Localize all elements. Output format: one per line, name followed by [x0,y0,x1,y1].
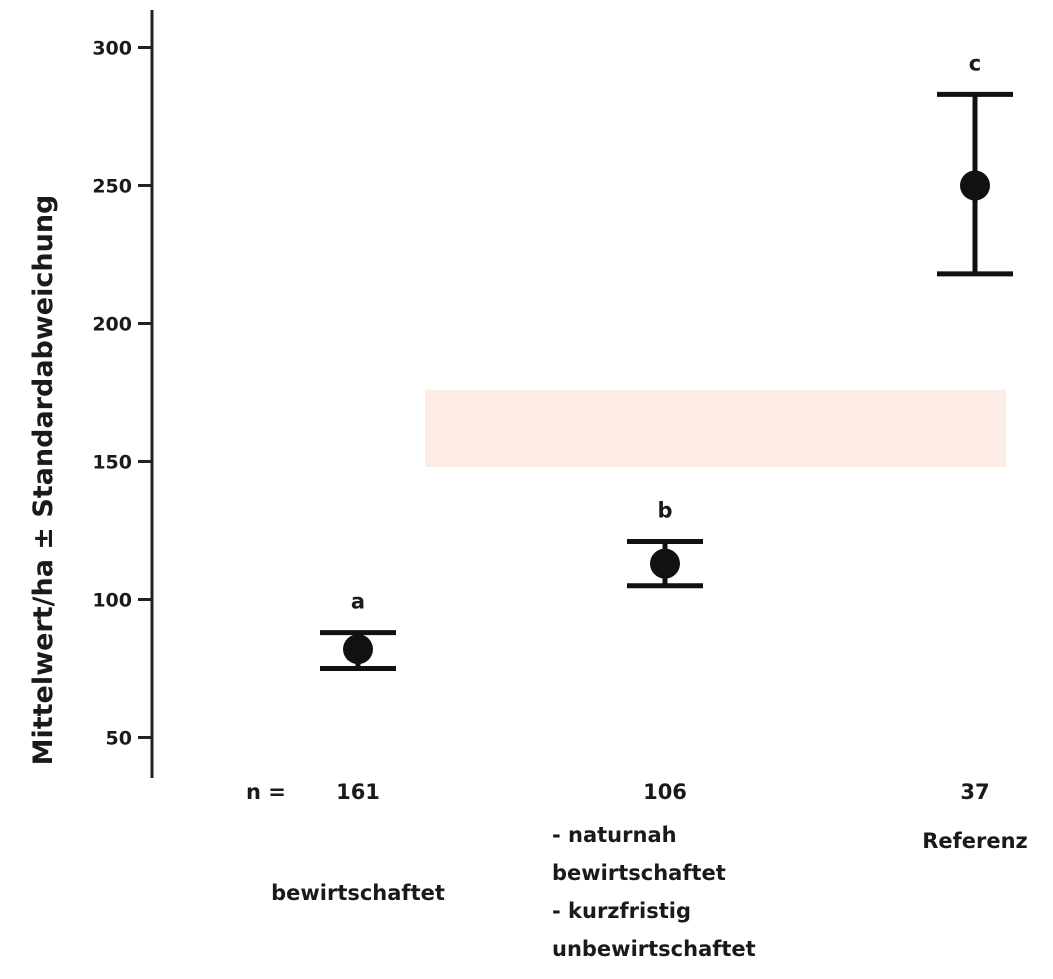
category-label-line: bewirtschaftet [552,861,726,885]
mean-point [960,170,990,201]
y-tick-label-300: 300 [92,38,132,60]
category-label-line: bewirtschaftet [271,881,445,905]
category-label-line: - kurzfristig [552,899,691,923]
category-label-line: - naturnah [552,823,677,847]
y-axis-label: Mittelwert/ha ± Standardabweichung [28,195,59,766]
y-axis-ticks: 50 100 150 200 250 300 [92,38,152,750]
significance-letter: c [969,51,981,75]
n-value: 106 [643,780,687,804]
group-1: a 161 bewirtschaftet [271,590,445,905]
category-label-line: unbewirtschaftet [552,937,756,961]
mean-point [650,548,680,579]
n-value: 37 [960,780,989,804]
group-2: b 106 - naturnah bewirtschaftet - kurzfristi… [552,499,756,961]
category-label-line: Referenz [922,829,1028,853]
y-tick-label-100: 100 [92,590,132,612]
y-tick-label-250: 250 [92,176,132,198]
shaded-band [425,389,1006,468]
groups: a 161 bewirtschaftet b 106 - naturnah bewirtsc… [271,51,1028,961]
n-value: 161 [336,780,380,804]
mean-point [343,634,373,665]
group-3: c 37 Referenz [922,51,1028,853]
y-tick-label-50: 50 [106,728,132,750]
significance-letter: b [657,499,672,523]
y-tick-label-150: 150 [92,452,132,474]
significance-letter: a [351,590,365,614]
n-prefix: n = [246,780,286,804]
y-tick-label-200: 200 [92,314,132,336]
